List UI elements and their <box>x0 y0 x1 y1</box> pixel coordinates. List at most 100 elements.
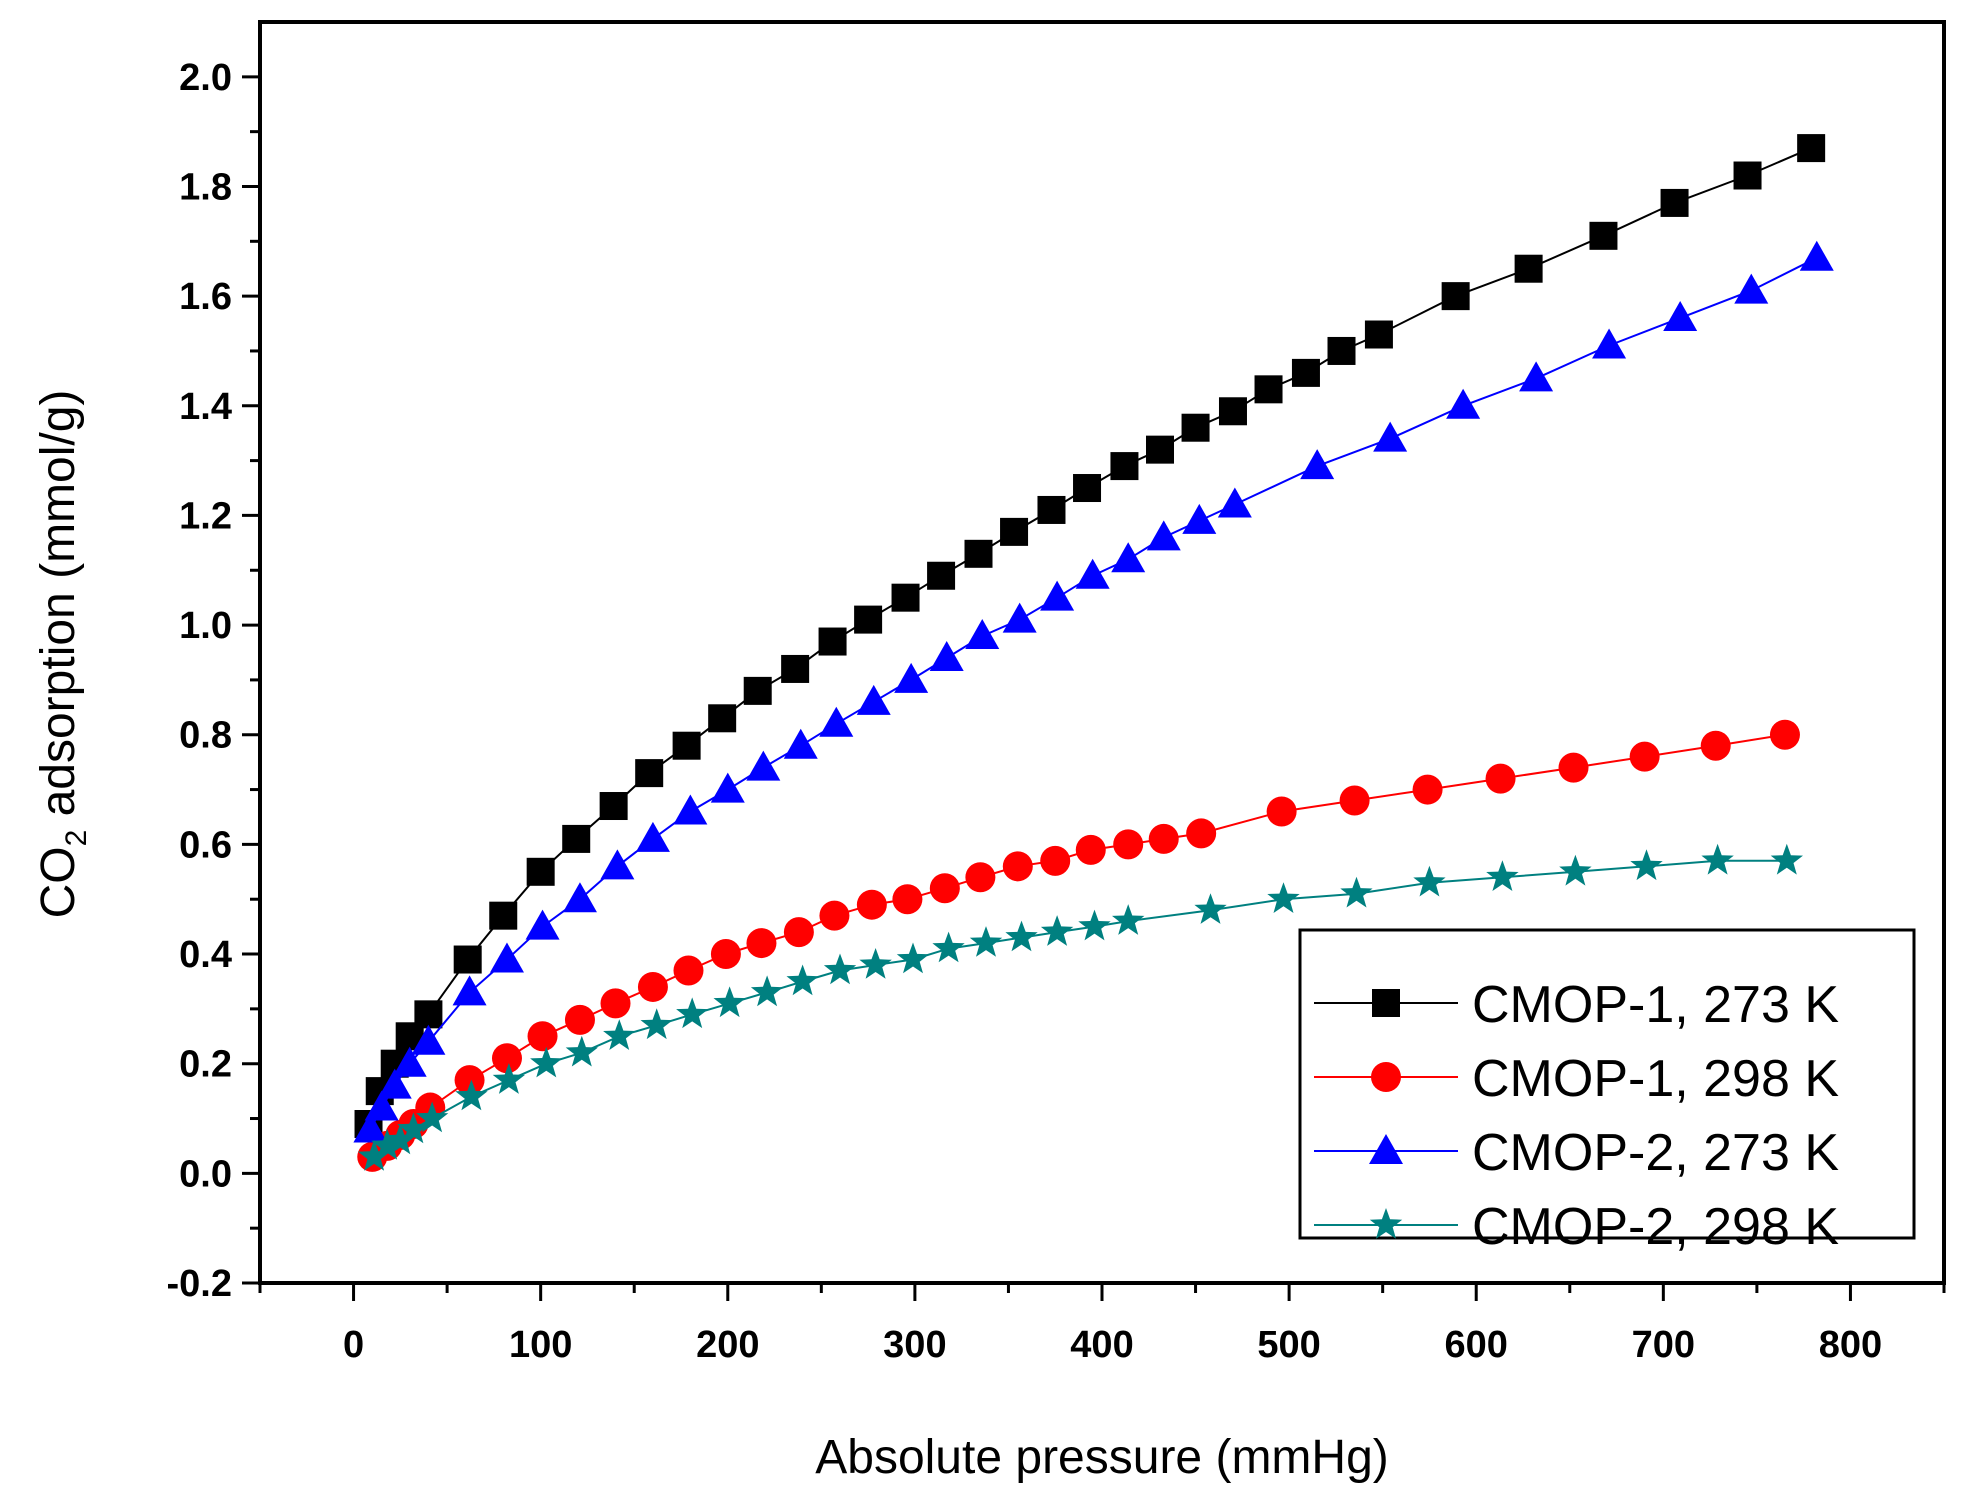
data-point <box>1146 520 1181 551</box>
data-point <box>672 731 701 760</box>
data-point <box>1146 435 1175 464</box>
data-point <box>384 1123 417 1155</box>
series-layer <box>353 134 1834 1172</box>
y-tick-label: 2.0 <box>179 57 232 99</box>
data-point <box>823 953 857 985</box>
data-point <box>1446 388 1481 419</box>
series-3 <box>353 240 1834 1143</box>
x-tick-label: 600 <box>1445 1324 1508 1366</box>
data-point <box>635 759 664 788</box>
data-point <box>710 939 741 970</box>
data-point <box>710 772 745 803</box>
y-tick-label: 0.0 <box>179 1153 232 1195</box>
y-tick-label: 0.6 <box>179 824 232 866</box>
data-point <box>750 975 784 1007</box>
legend-label: CMOP-1, 273 K <box>1472 976 1839 1034</box>
x-tick-label: 0 <box>343 1324 364 1366</box>
x-tick-label: 700 <box>1632 1324 1695 1366</box>
legend-marker <box>1369 1134 1403 1164</box>
data-point <box>453 945 482 974</box>
data-point <box>416 1101 449 1133</box>
data-point <box>746 928 777 959</box>
data-point <box>819 900 850 931</box>
legend-box <box>1298 928 1916 1240</box>
data-point <box>414 1000 443 1029</box>
y-tick-label: -0.2 <box>167 1263 232 1305</box>
x-tick-label: 500 <box>1257 1324 1320 1366</box>
data-point <box>397 1112 430 1144</box>
data-point <box>1267 882 1300 913</box>
data-point <box>454 1065 485 1096</box>
data-point <box>781 654 810 683</box>
data-point <box>1194 893 1227 924</box>
data-point <box>637 971 668 1002</box>
y-tick-label: 1.2 <box>179 495 232 537</box>
data-point <box>1769 719 1800 750</box>
data-point <box>1075 834 1106 865</box>
legend-marker <box>1369 1208 1403 1239</box>
data-point <box>392 1046 427 1077</box>
y-tick-label: 1.8 <box>179 166 232 208</box>
data-point <box>676 997 709 1029</box>
data-point <box>891 583 920 612</box>
data-point <box>1111 542 1146 573</box>
y-axis-title: CO2 adsorption (mmol/g) <box>32 390 93 919</box>
data-point <box>896 942 930 974</box>
data-point <box>1182 503 1217 534</box>
data-point <box>1373 421 1408 452</box>
data-point <box>455 1079 488 1111</box>
data-point <box>353 1112 388 1143</box>
data-point <box>1254 375 1283 404</box>
data-point <box>819 706 854 737</box>
legend-item: CMOP-2, 273 K <box>1314 1124 1839 1182</box>
series-line <box>371 733 1786 1158</box>
data-point <box>489 901 518 930</box>
y-tick-label: 1.0 <box>179 605 232 647</box>
data-point <box>1486 860 1519 891</box>
data-point <box>854 605 883 634</box>
x-tick-label: 800 <box>1819 1324 1882 1366</box>
data-point <box>1002 851 1033 882</box>
data-point <box>1002 602 1037 633</box>
data-point <box>1186 818 1217 849</box>
legend-marker <box>1371 1062 1401 1092</box>
data-point <box>1701 843 1734 875</box>
data-point <box>358 1139 391 1171</box>
data-point <box>603 1019 636 1050</box>
data-point <box>1110 452 1139 481</box>
y-axis-title-subscript: 2 <box>60 830 93 847</box>
data-point <box>1663 301 1698 332</box>
y-axis-title-suffix: adsorption (mmol/g) <box>32 390 85 830</box>
legend-marker <box>1372 989 1400 1017</box>
data-point <box>1300 449 1335 480</box>
data-point <box>411 1024 446 1055</box>
legend-label: CMOP-2, 273 K <box>1472 1124 1839 1182</box>
data-point <box>1799 240 1834 271</box>
data-point <box>1733 161 1762 190</box>
data-point <box>635 821 670 852</box>
y-tick-label: 1.6 <box>179 276 232 318</box>
data-point <box>491 1043 522 1074</box>
data-point <box>1413 865 1446 897</box>
data-point <box>929 640 964 671</box>
data-point <box>783 917 814 948</box>
data-point <box>1037 495 1066 524</box>
data-point <box>892 884 923 915</box>
data-point <box>965 619 1000 650</box>
data-point <box>932 931 965 963</box>
legend-items: CMOP-1, 273 K CMOP-1, 298 K CMOP-2, 273 K C… <box>1314 976 1839 1256</box>
data-point <box>371 1128 404 1160</box>
data-point <box>1000 517 1029 546</box>
data-point <box>1559 854 1592 886</box>
data-point <box>492 1063 525 1094</box>
data-point <box>1514 254 1543 283</box>
data-point <box>527 1021 558 1052</box>
data-point <box>965 862 996 893</box>
data-point <box>746 750 781 781</box>
y-axis-title-prefix: CO <box>32 846 85 918</box>
x-tick-label: 100 <box>509 1324 572 1366</box>
data-point <box>818 627 847 656</box>
